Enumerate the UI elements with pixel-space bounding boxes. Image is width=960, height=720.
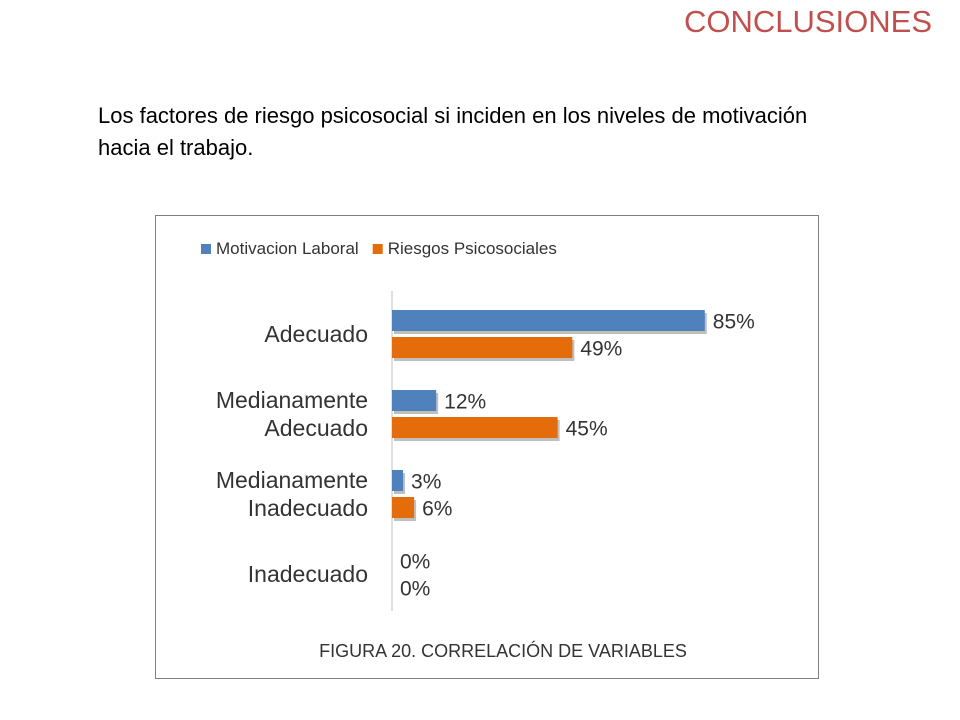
legend-swatch-2 bbox=[372, 244, 383, 254]
category-label-1: Adecuado bbox=[264, 321, 368, 347]
bar-2-2 bbox=[392, 417, 558, 438]
category-label-2: Adecuado bbox=[264, 415, 368, 441]
bar-2-1 bbox=[392, 337, 573, 358]
bar-1-1 bbox=[392, 310, 705, 331]
category-label-2: Medianamente bbox=[216, 387, 368, 413]
bar-1-2 bbox=[392, 390, 437, 411]
slide-body-text: Los factores de riesgo psicosocial si in… bbox=[98, 103, 808, 160]
category-label-3: Medianamente bbox=[216, 467, 368, 493]
category-label-4: Inadecuado bbox=[248, 561, 368, 587]
bar-2-3 bbox=[392, 497, 415, 518]
data-label-2-1: 49% bbox=[580, 338, 622, 361]
slide-title: CONCLUSIONES bbox=[683, 4, 932, 39]
bar-1-3 bbox=[392, 470, 404, 491]
data-label-1-4: 0% bbox=[400, 551, 430, 574]
data-label-2-3: 6% bbox=[422, 498, 452, 521]
data-label-1-2: 12% bbox=[444, 391, 486, 414]
bar-chart: Motivacion Laboral Riesgos Psicosociales A… bbox=[201, 239, 755, 661]
legend-label-2: Riesgos Psicosociales bbox=[388, 239, 557, 258]
data-label-1-1: 85% bbox=[713, 311, 755, 334]
data-label-2-4: 0% bbox=[400, 578, 430, 601]
data-label-2-2: 45% bbox=[566, 418, 608, 441]
legend-swatch-1 bbox=[201, 244, 211, 254]
data-label-1-3: 3% bbox=[411, 471, 441, 494]
category-label-3: Inadecuado bbox=[248, 495, 368, 521]
chart-frame: Motivacion Laboral Riesgos Psicosociales A… bbox=[155, 215, 819, 679]
chart-caption: FIGURA 20. CORRELACIÓN DE VARIABLES bbox=[319, 640, 687, 661]
legend-label-1: Motivacion Laboral bbox=[216, 239, 359, 258]
